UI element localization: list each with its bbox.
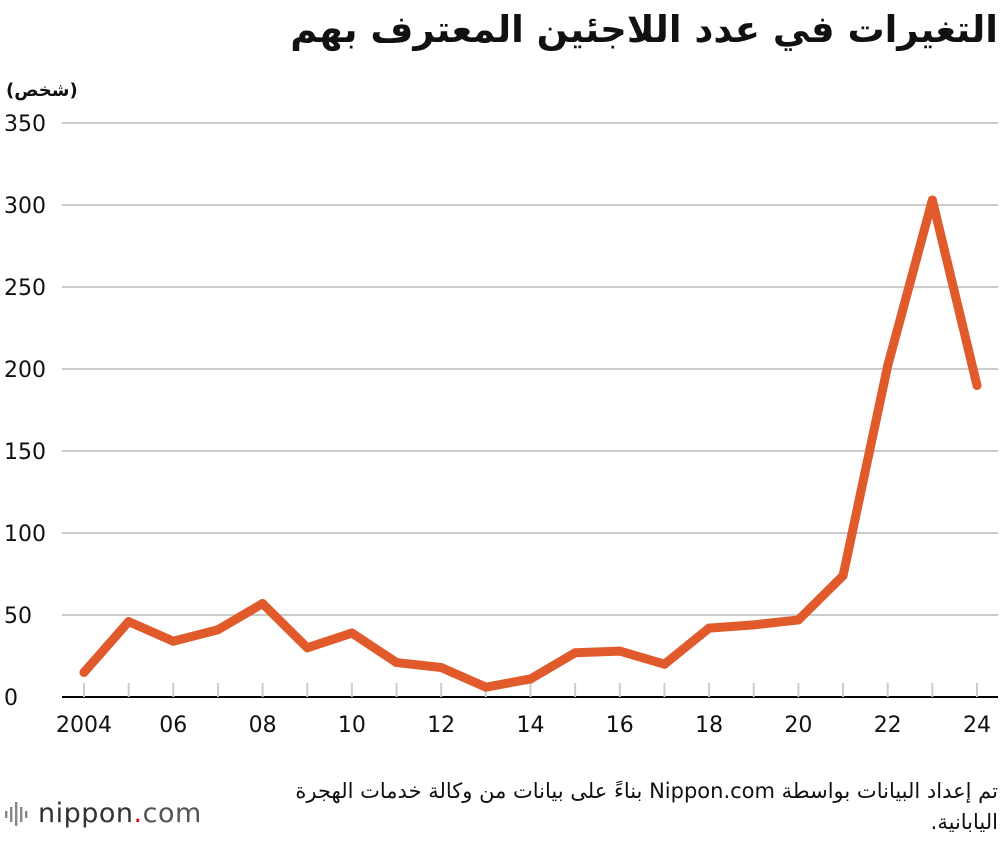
x-tick-label: 12 (427, 713, 455, 738)
x-tick-label: 10 (338, 713, 366, 738)
data-point (927, 195, 937, 205)
data-point (883, 361, 893, 371)
y-tick-label: 150 (4, 440, 46, 465)
y-tick-label: 250 (4, 276, 46, 301)
nippon-logo: nippon.com (4, 798, 202, 829)
data-point (168, 636, 178, 646)
x-tick-label: 24 (963, 713, 991, 738)
data-point (347, 628, 357, 638)
y-tick-label: 300 (4, 194, 46, 219)
x-tick-label: 2004 (56, 713, 112, 738)
data-point (793, 615, 803, 625)
x-tick-label: 14 (517, 713, 545, 738)
y-tick-label: 350 (4, 112, 46, 137)
y-tick-label: 200 (4, 358, 46, 383)
x-tick-label: 16 (606, 713, 634, 738)
logo-dot: . (133, 798, 143, 829)
x-tick-label: 08 (249, 713, 277, 738)
data-point (392, 658, 402, 668)
y-tick-label: 0 (4, 686, 18, 711)
data-point (79, 667, 89, 677)
y-tick-label: 50 (4, 604, 32, 629)
data-point (570, 648, 580, 658)
logo-prefix: nippon (38, 798, 134, 829)
data-point (436, 662, 446, 672)
source-note: تم إعداد البيانات بواسطة Nippon.com بناء… (295, 779, 998, 834)
y-tick-label: 100 (4, 522, 46, 547)
x-tick-label: 20 (784, 713, 812, 738)
data-point (749, 620, 759, 630)
logo-suffix: com (142, 798, 202, 829)
nippon-logo-icon (5, 801, 28, 826)
data-point (213, 625, 223, 635)
data-point (258, 599, 268, 609)
data-point (972, 380, 982, 390)
x-tick-label: 06 (159, 713, 187, 738)
line-chart: 0 50 100 150 200 250 300 350 2004 06 08 10 12 14 16 18 2… (4, 112, 998, 738)
data-point (481, 682, 491, 692)
data-point (526, 674, 535, 684)
x-tick-label: 22 (874, 713, 902, 738)
data-point (659, 659, 669, 669)
chart-title: التغيرات في عدد اللاجئين المعترف بهم (290, 8, 998, 51)
y-axis-unit-label: (شخص) (6, 80, 78, 101)
logo-text: nippon.com (38, 798, 202, 829)
x-tick-label: 18 (695, 713, 723, 738)
data-point (838, 571, 848, 581)
data-point (302, 643, 312, 653)
data-point (704, 623, 714, 633)
data-point (615, 646, 625, 656)
data-point (124, 617, 134, 627)
